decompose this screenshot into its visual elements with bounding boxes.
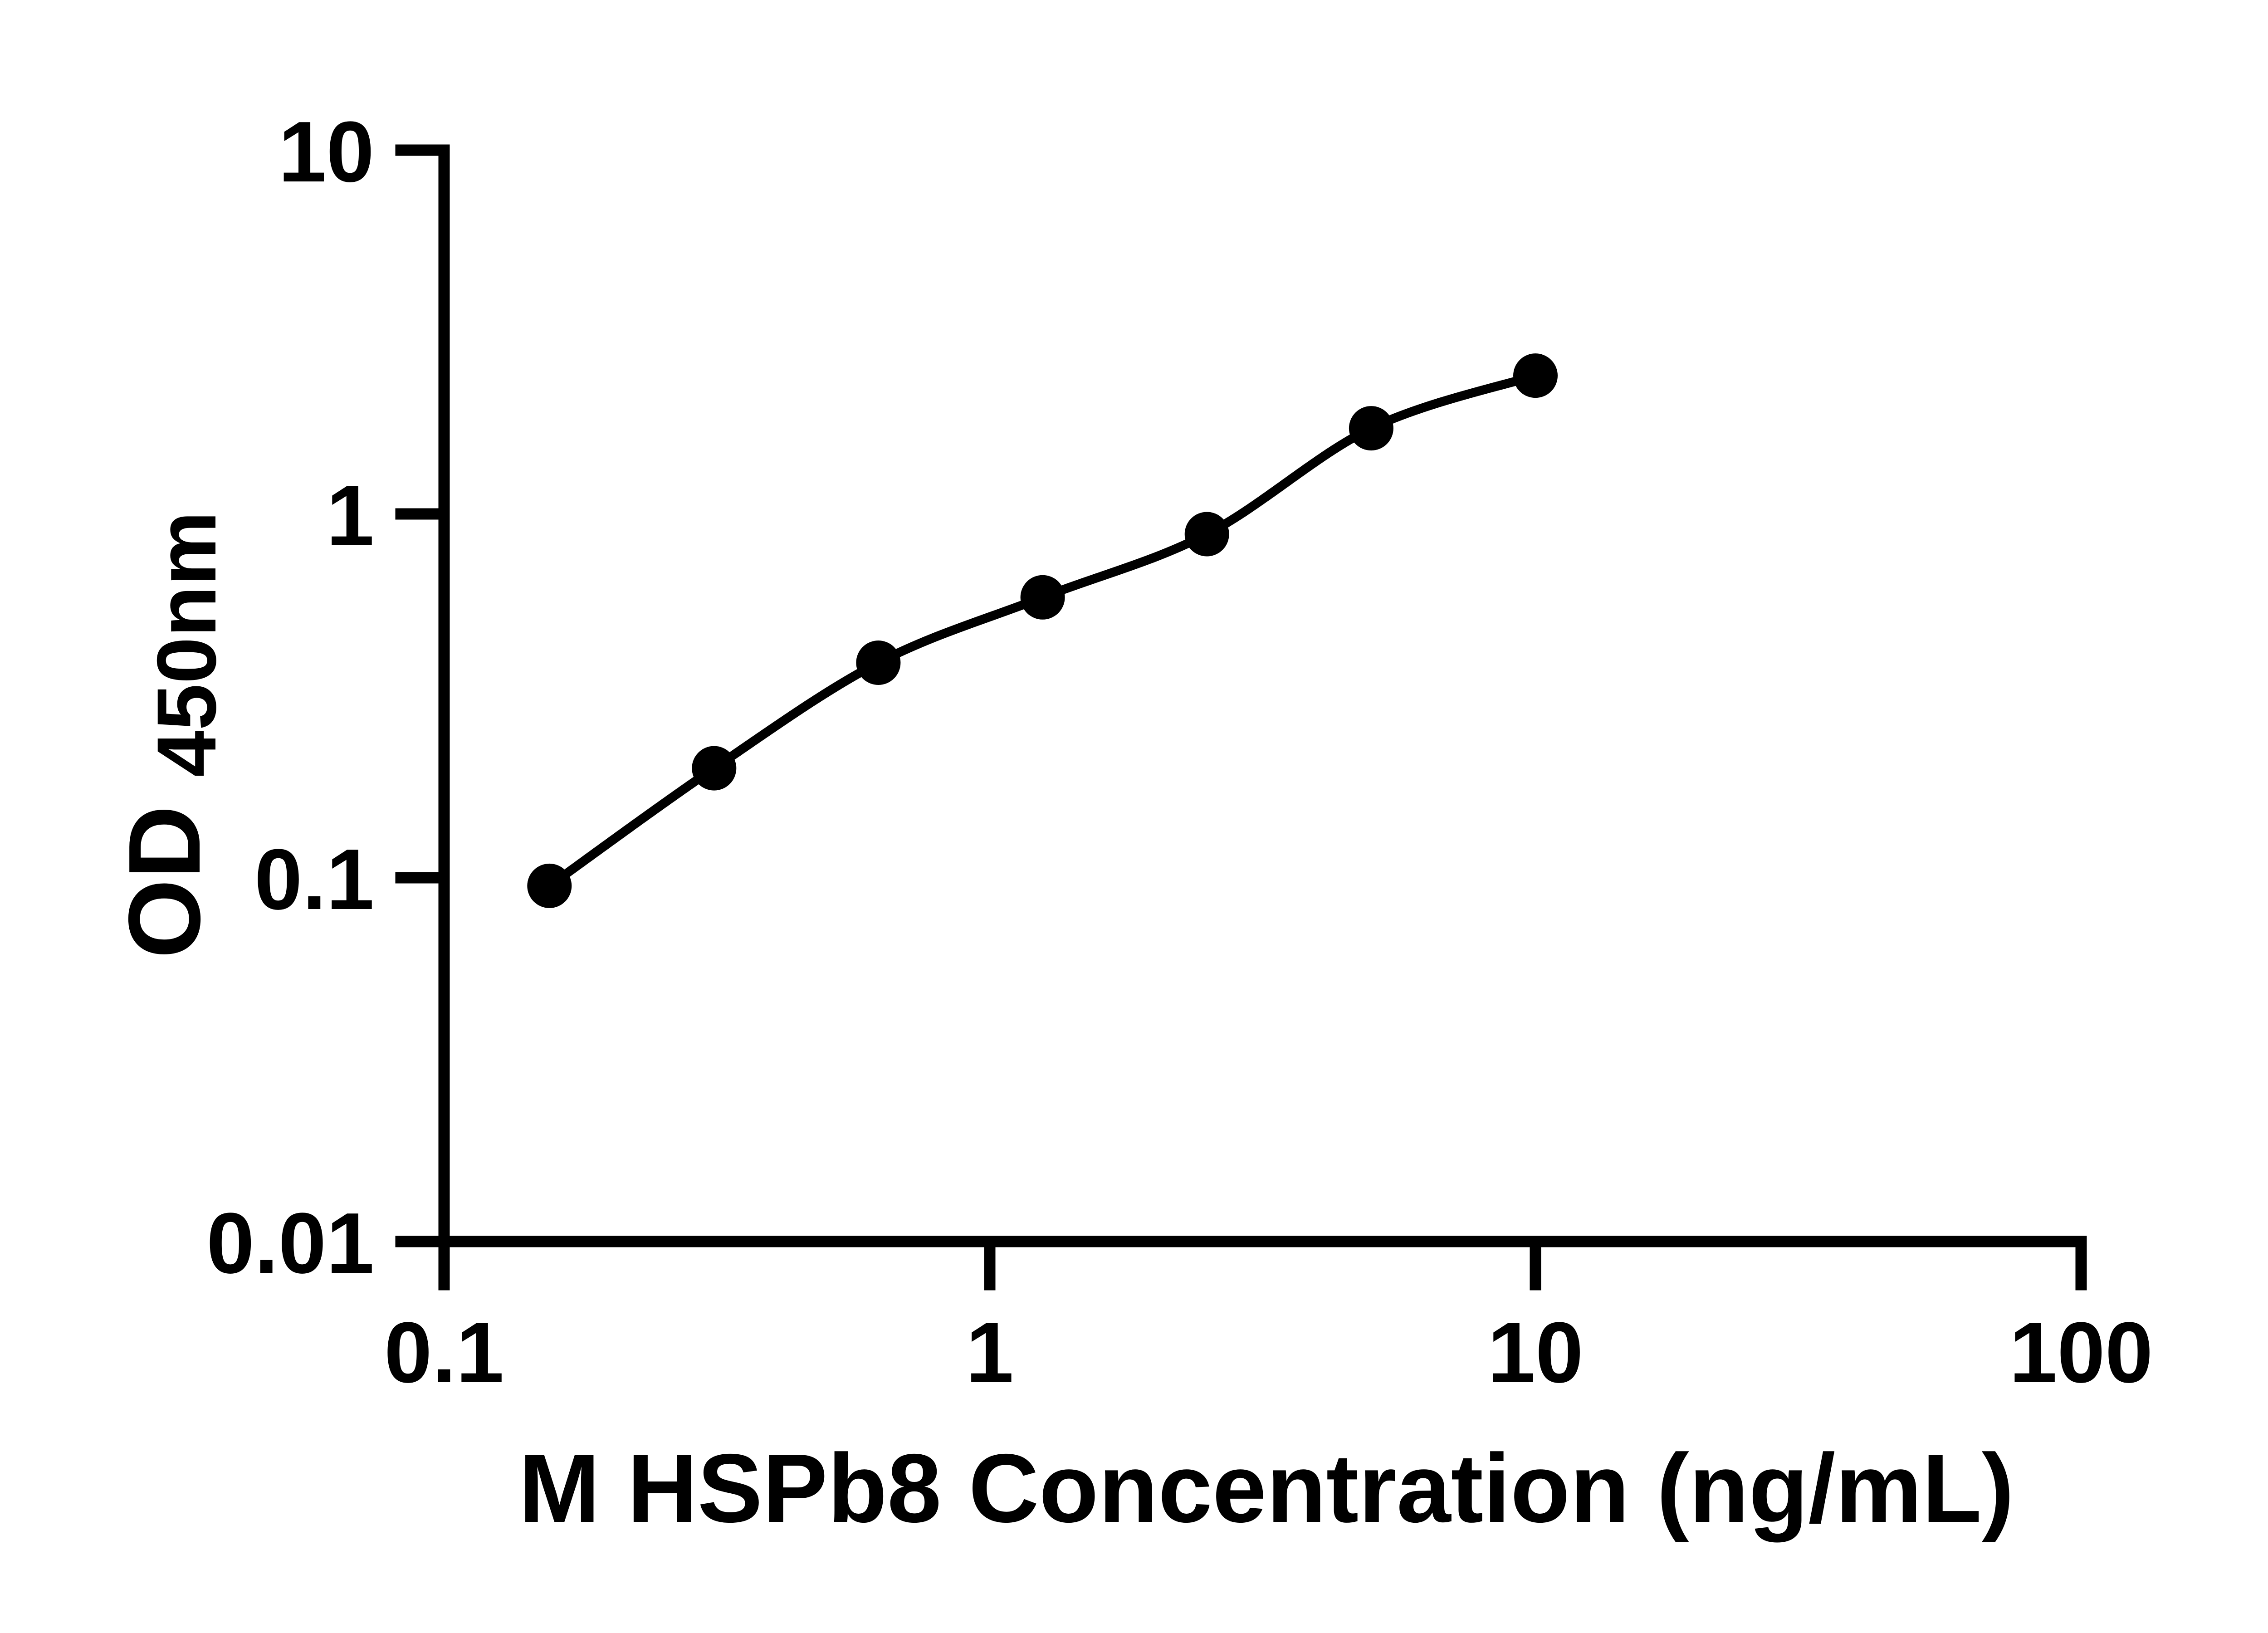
axes-group bbox=[395, 144, 2087, 1291]
data-point bbox=[1349, 406, 1393, 451]
data-point bbox=[1020, 575, 1065, 620]
x-axis-title: M HSPb8 Concentration (ng/mL) bbox=[519, 1433, 2014, 1543]
x-tick-label: 100 bbox=[2009, 1305, 2153, 1401]
x-tick-label: 10 bbox=[1487, 1305, 1583, 1401]
y-axis-title: OD 450nm bbox=[107, 511, 234, 958]
x-tick-label: 0.1 bbox=[384, 1305, 504, 1401]
data-point bbox=[856, 640, 901, 685]
data-points-group bbox=[527, 353, 1558, 908]
y-tick-label: 10 bbox=[279, 104, 374, 200]
data-point bbox=[527, 863, 572, 908]
data-point bbox=[1184, 512, 1229, 557]
y-tick-label: 1 bbox=[326, 468, 374, 564]
y-tick-label: 0.01 bbox=[206, 1195, 374, 1291]
data-point bbox=[1513, 353, 1558, 398]
x-tick-label: 1 bbox=[966, 1305, 1014, 1401]
y-axis-title-main: OD bbox=[107, 806, 221, 959]
data-point bbox=[692, 746, 737, 791]
fit-curve-group bbox=[545, 371, 1540, 890]
y-tick-label: 0.1 bbox=[254, 831, 374, 928]
y-axis-title-sub: 450nm bbox=[140, 511, 234, 777]
fit-curve bbox=[545, 371, 1540, 890]
